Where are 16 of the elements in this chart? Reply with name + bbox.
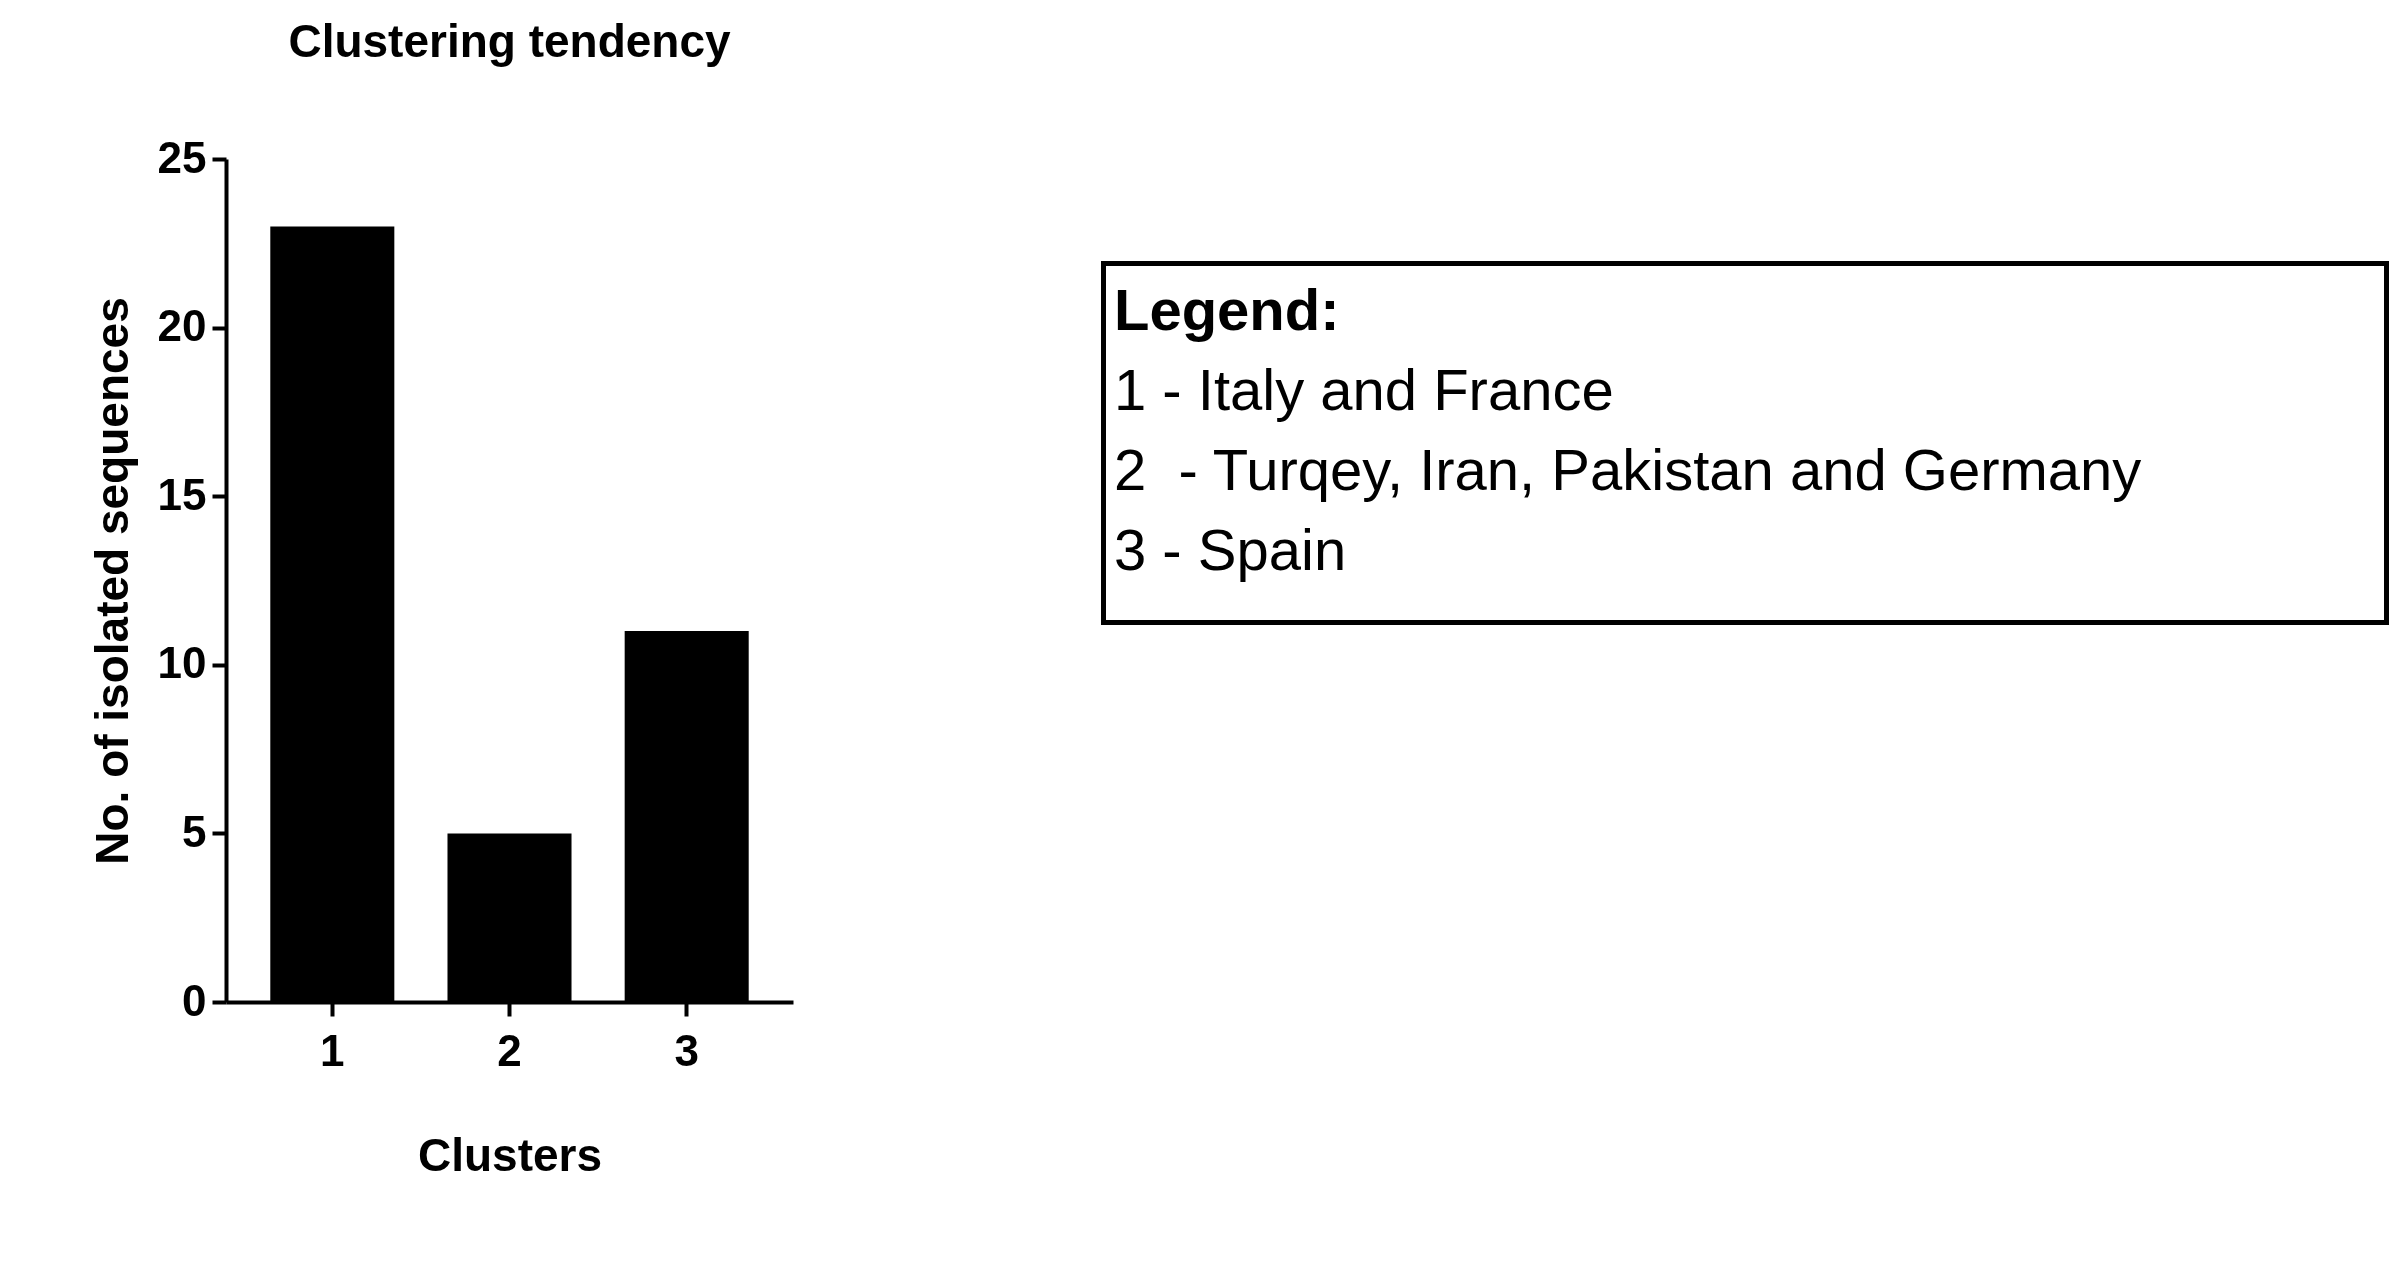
y-tick-label: 0 [182, 975, 207, 1025]
y-tick-label: 5 [182, 806, 207, 856]
y-tick-label: 20 [157, 301, 207, 351]
x-tick-label: 3 [674, 1025, 699, 1075]
text: 3 - Spain [1114, 516, 1348, 584]
y-tick-label: 10 [157, 638, 207, 688]
x-tick-label: 1 [320, 1025, 345, 1075]
text: 1 - Italy and France [1114, 356, 1615, 424]
x-axis-title: Clusters [417, 1128, 603, 1181]
x-tick-label: 2 [497, 1025, 522, 1075]
chart-title: Clustering tendency [288, 15, 731, 67]
y-tick-label: 15 [157, 469, 207, 519]
text: 2 - Turqey, Iran, Pakistan and Germany [1114, 436, 2143, 504]
y-tick-label: 25 [157, 132, 207, 182]
text: Legend: [1114, 276, 1341, 344]
y-axis-title: No. of isolated sequences [85, 297, 138, 865]
